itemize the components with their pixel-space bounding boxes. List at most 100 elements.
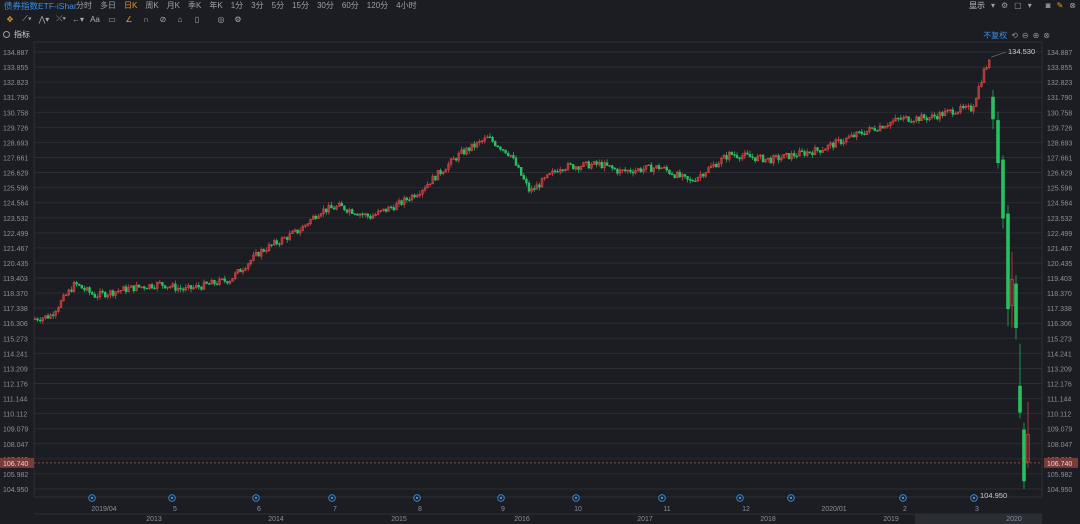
line-draw-icon[interactable]: ⟋▾ <box>22 14 32 23</box>
period-tab-6[interactable]: 年K <box>209 1 223 10</box>
candle-body <box>200 286 203 290</box>
event-icon-dot <box>738 496 742 500</box>
adjust-mode-button[interactable]: 不复权 <box>983 31 1008 40</box>
lock-icon[interactable]: ⌂ <box>177 14 183 24</box>
candle-body <box>57 307 60 312</box>
indicator-toggle-icon[interactable] <box>3 30 10 38</box>
cross-line-icon[interactable]: ⤫▾ <box>56 14 66 23</box>
candle-body <box>629 169 632 173</box>
candle-body <box>574 166 578 170</box>
event-icon <box>899 494 907 502</box>
instrument-title[interactable]: 债券指数ETF-iShares... <box>4 0 76 11</box>
period-tab-10[interactable]: 15分 <box>292 1 309 10</box>
zoom-out-icon[interactable]: ⊖ <box>1021 31 1029 40</box>
indicator-label[interactable]: 指标 <box>14 29 30 39</box>
pencil-icon[interactable]: ✎ <box>1056 1 1064 10</box>
candle-body <box>844 137 848 143</box>
pen-icon[interactable]: ∠ <box>125 14 133 24</box>
chevron-down-icon[interactable]: ▾ <box>1027 1 1032 10</box>
crosshair-icon[interactable]: ✥ <box>6 14 14 24</box>
candle-body <box>501 149 505 151</box>
period-tab-2[interactable]: 日K <box>124 1 138 10</box>
window-icon[interactable]: ▢ <box>1014 1 1022 10</box>
candle-body <box>467 147 471 151</box>
close-icon[interactable]: ⊗ <box>1069 1 1076 10</box>
magnet-icon[interactable]: ∩ <box>143 14 149 24</box>
y-tick-label-right: 118.370 <box>1047 291 1072 298</box>
candle-body <box>1018 385 1022 413</box>
event-icon <box>413 494 421 502</box>
period-tab-1[interactable]: 多日 <box>100 1 116 10</box>
candle-body <box>397 200 401 205</box>
settings-icon[interactable]: ⚙ <box>234 14 242 24</box>
candle-body <box>322 208 325 215</box>
candle-body <box>561 169 565 171</box>
candle-body <box>634 170 637 174</box>
eraser-icon[interactable]: ⊘ <box>159 14 167 24</box>
period-tab-3[interactable]: 周K <box>145 1 159 10</box>
candle-body <box>909 121 913 123</box>
month-label: 10 <box>574 506 582 513</box>
candle-body <box>270 244 273 246</box>
reset-icon[interactable]: ⟲ <box>1011 31 1018 40</box>
candle-body <box>244 268 247 271</box>
candle-body <box>332 207 336 210</box>
period-tab-12[interactable]: 60分 <box>341 1 359 10</box>
candle-body <box>449 158 453 165</box>
text-icon[interactable]: Aa <box>90 14 100 24</box>
period-tab-8[interactable]: 3分 <box>251 1 264 10</box>
period-tab-5[interactable]: 季K <box>188 1 202 10</box>
zoom-in-icon[interactable]: ⊕ <box>1032 31 1040 40</box>
chevron-down-icon[interactable]: ▾ <box>990 1 995 10</box>
candle-body <box>132 285 135 292</box>
period-tab-14[interactable]: 4小时 <box>396 1 417 10</box>
y-tick-label-right: 120.435 <box>1047 261 1072 268</box>
candle-body <box>566 163 570 170</box>
candle-body <box>96 296 99 298</box>
candle-body <box>933 114 936 117</box>
candle-body <box>363 213 367 215</box>
candle-body <box>707 167 710 173</box>
period-tab-0[interactable]: 分时 <box>76 1 92 10</box>
period-tab-7[interactable]: 1分 <box>230 1 244 10</box>
period-tab-13[interactable]: 120分 <box>366 1 389 10</box>
candle-body <box>717 163 721 168</box>
arrow-icon[interactable]: ←▾ <box>71 14 84 24</box>
candle-body <box>228 281 232 284</box>
candle-body <box>722 155 726 159</box>
candle-body <box>1022 429 1026 482</box>
candle-body <box>860 131 864 135</box>
y-tick-label-right: 133.855 <box>1047 65 1072 72</box>
candle-body <box>192 287 195 290</box>
polyline-icon[interactable]: ⋀▾ <box>38 14 50 24</box>
y-tick-label-left: 131.790 <box>3 95 28 102</box>
candle-body <box>161 282 164 286</box>
candle-body <box>447 163 450 171</box>
candle-body <box>148 284 151 289</box>
close-chart-icon[interactable]: ⊗ <box>1043 31 1050 40</box>
period-tab-11[interactable]: 30分 <box>316 1 334 10</box>
camera-icon[interactable]: ◙ <box>1045 1 1051 10</box>
candle-body <box>431 175 434 185</box>
event-icon <box>658 494 666 502</box>
y-tick-label-left: 111.144 <box>3 397 27 404</box>
candle-body <box>982 68 986 83</box>
eye-icon[interactable]: ◎ <box>217 14 225 24</box>
period-tab-4[interactable]: 月K <box>166 1 181 10</box>
candle-body <box>426 184 429 189</box>
candle-body <box>465 147 468 155</box>
candle-body <box>454 158 458 161</box>
year-label: 2015 <box>391 516 407 523</box>
settings-icon[interactable]: ⚙ <box>1001 1 1009 10</box>
candle-body <box>499 146 502 150</box>
delete-icon[interactable]: ▯ <box>194 14 200 24</box>
candle-body <box>337 203 341 207</box>
candle-body <box>267 244 271 252</box>
y-tick-label-left: 108.047 <box>3 442 28 449</box>
candle-body <box>826 144 830 150</box>
screenshot-icon[interactable]: ▭ <box>108 14 116 24</box>
display-button[interactable]: 显示 <box>968 1 985 10</box>
candle-body <box>678 171 682 178</box>
period-tab-9[interactable]: 5分 <box>271 1 285 10</box>
